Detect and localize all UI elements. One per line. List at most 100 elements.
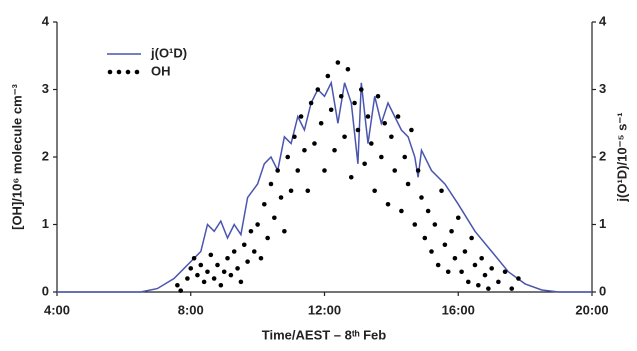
scatter-point [409, 127, 414, 133]
scatter-point [445, 269, 451, 275]
scatter-point [345, 66, 351, 72]
scatter-point [422, 235, 428, 241]
line-series [57, 80, 592, 293]
scatter-point [315, 87, 321, 92]
scatter-point [218, 282, 224, 288]
scatter-point [335, 60, 341, 65]
scatter-point [375, 93, 381, 99]
scatter-point [385, 201, 391, 207]
scatter-point [221, 269, 227, 275]
scatter-point [452, 255, 458, 261]
scatter-point [379, 154, 384, 160]
scatter-point [285, 154, 291, 160]
scatter-point [235, 266, 240, 271]
scatter-point [318, 120, 324, 126]
y-tick-label: 3 [42, 81, 49, 96]
scatter-point [178, 288, 184, 293]
scatter-point [342, 134, 347, 140]
scatter-point [459, 269, 464, 275]
legend-label: j(O¹D) [150, 45, 187, 60]
y2-tick-label: 4 [599, 13, 607, 28]
scatter-point [372, 188, 377, 194]
scatter-point [455, 215, 461, 221]
scatter-point [419, 195, 424, 200]
scatter-point [185, 276, 190, 281]
scatter-point [472, 262, 478, 268]
scatter-point [392, 168, 398, 173]
scatter-point [449, 228, 454, 234]
x-tick-label: 16:00 [442, 302, 475, 317]
scatter-point [399, 208, 404, 214]
scatter-point [358, 87, 364, 92]
scatter-point [405, 181, 411, 187]
scatter-point [362, 161, 367, 167]
scatter-point [231, 249, 237, 254]
y-tick-label: 0 [42, 283, 49, 298]
scatter-point [355, 127, 361, 133]
scatter-point [476, 282, 481, 288]
scatter-point [201, 279, 207, 285]
legend-swatch [134, 69, 140, 75]
scatter-point [288, 188, 294, 194]
x-tick-label: 12:00 [308, 302, 341, 317]
scatter-point [425, 208, 431, 214]
y2-tick-label: 1 [599, 216, 606, 231]
scatter-point [228, 272, 234, 278]
scatter-point [442, 242, 448, 248]
scatter-point [188, 266, 194, 271]
y-tick-label: 1 [42, 216, 49, 231]
scatter-point [175, 282, 180, 288]
y-tick-label: 2 [42, 148, 49, 163]
legend-swatch [116, 69, 122, 75]
scatter-point [211, 276, 217, 281]
scatter-point [225, 255, 230, 261]
scatter-point [248, 228, 254, 234]
scatter-point [348, 174, 354, 180]
y-axis-label: [OH]/10⁶ molecule cm⁻³ [9, 83, 24, 229]
scatter-point [208, 252, 214, 258]
scatter-point [251, 249, 257, 254]
scatter-point [369, 141, 374, 146]
scatter-point [262, 201, 267, 207]
scatter-point [265, 235, 270, 241]
scatter-point [255, 222, 260, 227]
scatter-point [295, 168, 301, 173]
scatter-point [486, 286, 491, 291]
legend-swatch [125, 69, 131, 75]
scatter-point [245, 259, 250, 264]
scatter-point [272, 215, 277, 221]
scatter-point [365, 114, 371, 119]
scatter-point [215, 262, 220, 268]
scatter-point [302, 147, 307, 153]
scatter-point [258, 255, 264, 261]
scatter-point [322, 168, 327, 173]
scatter-point [238, 279, 244, 285]
scatter-point [241, 242, 247, 248]
scatter-point [305, 188, 311, 194]
scatter-point [332, 147, 337, 153]
scatter-point [198, 262, 204, 268]
scatter-point [429, 249, 434, 254]
scatter-point [469, 235, 474, 241]
scatter-point [496, 279, 501, 285]
scatter-point [502, 269, 508, 275]
scatter-point [205, 269, 210, 275]
scatter-point [278, 195, 284, 200]
scatter-point [489, 266, 494, 271]
scatter-point [191, 255, 197, 261]
scatter-point [432, 222, 438, 227]
scatter-point [389, 134, 394, 140]
scatter-point [268, 181, 274, 187]
scatter-point [275, 168, 280, 173]
legend-label: OH [151, 63, 171, 78]
y2-tick-label: 3 [599, 81, 606, 96]
scatter-point [415, 168, 421, 173]
y2-tick-label: 0 [599, 283, 606, 298]
scatter-point [312, 141, 317, 146]
scatter-point [282, 228, 287, 234]
scatter-point [479, 255, 484, 261]
scatter-point [298, 114, 304, 119]
scatter-point [338, 93, 344, 99]
scatter-point [325, 73, 331, 79]
